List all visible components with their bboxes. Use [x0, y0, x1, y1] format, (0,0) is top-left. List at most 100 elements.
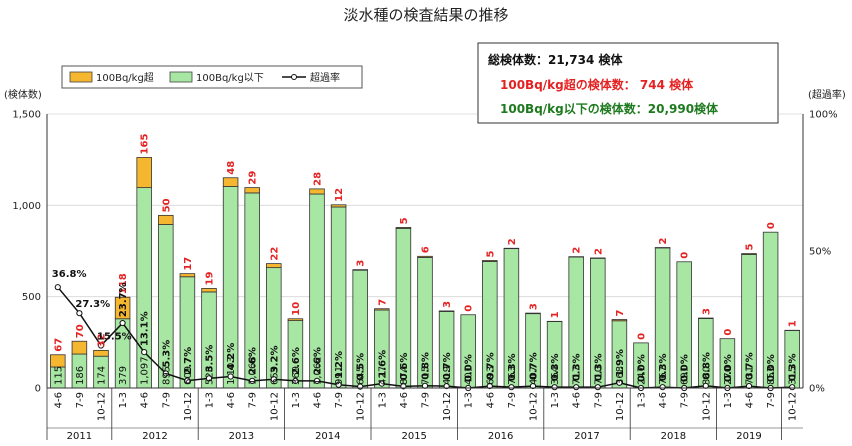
- rate-value-label: 23.7%: [118, 282, 129, 317]
- over-value-label: 48: [226, 161, 237, 175]
- under-value-label: 368: [615, 366, 626, 385]
- stat-under: 100Bq/kg以下の検体数：20,990検体: [500, 101, 719, 116]
- under-value-label: 991: [334, 366, 345, 385]
- stat-over: 100Bq/kg超の検体数： 744 検体: [500, 77, 694, 92]
- stats-box: 総検体数：21,734 検体 100Bq/kg超の検体数： 744 検体 100…: [477, 42, 779, 124]
- over-value-label: 5: [399, 217, 410, 224]
- over-value-label: 2: [593, 248, 604, 255]
- bar-over: [482, 260, 498, 262]
- under-value-label: 407: [529, 366, 540, 385]
- under-value-label: 526: [205, 366, 216, 385]
- under-value-label: 380: [701, 366, 712, 385]
- rate-value-label: 0.7%: [745, 352, 756, 380]
- under-value-label: 763: [507, 366, 518, 385]
- legend-swatch-under: [169, 71, 193, 83]
- over-value-label: 32: [97, 333, 108, 347]
- bar-over: [93, 349, 109, 357]
- over-value-label: 0: [464, 305, 475, 312]
- over-value-label: 50: [161, 198, 172, 212]
- data-labels: 1156718670174323791181,09716589550609175…: [52, 134, 799, 385]
- under-value-label: 1,062: [313, 356, 324, 385]
- stat-total: 総検体数：21,734 検体: [488, 52, 623, 67]
- x-tick-label: 10-12: [788, 392, 799, 421]
- over-value-label: 165: [140, 134, 151, 155]
- rate-value-label: 2.6%: [291, 347, 302, 375]
- over-value-label: 2: [658, 238, 669, 245]
- over-value-label: 70: [75, 324, 86, 338]
- x-tick-label: 4-6: [399, 392, 410, 408]
- x-tick-label: 7-9: [75, 392, 86, 408]
- y-axis-label-right: (超過率): [808, 88, 846, 101]
- under-value-label: 174: [97, 366, 108, 385]
- bar-over: [330, 204, 347, 208]
- over-value-label: 5: [745, 244, 756, 251]
- rate-value-label: 4.2%: [226, 343, 237, 371]
- legend-label-under: 100Bq/kg以下: [196, 73, 264, 84]
- year-label: 2014: [315, 431, 340, 442]
- bar-over: [417, 255, 433, 258]
- bar-over: [158, 214, 174, 225]
- under-value-label: 186: [75, 366, 86, 385]
- under-value-label: 853: [766, 366, 777, 385]
- under-value-label: 874: [399, 366, 410, 385]
- bar-over: [71, 340, 88, 355]
- x-tick-label: 10-12: [97, 392, 108, 421]
- over-value-label: 7: [377, 299, 388, 306]
- over-value-label: 2: [507, 238, 518, 245]
- over-value-label: 0: [723, 329, 734, 336]
- x-tick-label: 7-9: [334, 392, 345, 408]
- over-value-label: 29: [248, 171, 259, 185]
- rate-value-label: 0.3%: [550, 353, 561, 381]
- rate-value-label: 13.1%: [140, 311, 151, 346]
- bar-over: [309, 188, 325, 195]
- under-value-label: 1,103: [226, 356, 237, 385]
- y-tick-label-left: 500: [22, 292, 41, 303]
- under-value-label: 895: [161, 366, 172, 385]
- over-value-label: 5: [485, 250, 496, 257]
- rate-value-label: 0.7%: [442, 352, 453, 380]
- rate-point: [313, 377, 321, 384]
- rate-point: [184, 377, 191, 384]
- under-value-label: 369: [291, 366, 302, 385]
- rate-point: [529, 382, 537, 390]
- bar-over: [114, 296, 131, 320]
- x-tick-label: 10-12: [269, 392, 280, 421]
- x-tick-label: 7-9: [507, 392, 518, 408]
- under-value-label: 427: [377, 366, 388, 385]
- x-tick-label: 7-9: [421, 392, 432, 408]
- legend-marker-rate: [291, 74, 297, 80]
- x-tick-label: 4-6: [313, 392, 324, 408]
- over-value-label: 1: [550, 311, 561, 318]
- x-tick-label: 1-3: [291, 392, 302, 408]
- rate-value-label: 0.7%: [485, 352, 496, 380]
- bar-over: [395, 227, 412, 229]
- bar-over: [136, 157, 152, 189]
- over-value-label: 3: [529, 303, 540, 310]
- x-tick-label: 4-6: [658, 392, 669, 408]
- rate-value-label: 0.8%: [701, 352, 712, 380]
- legend-swatch-over: [69, 71, 93, 83]
- rate-value-label: 1.6%: [377, 350, 388, 378]
- bar-over: [741, 253, 757, 255]
- x-tick-label: 7-9: [766, 392, 777, 408]
- rate-value-label: 2.6%: [313, 347, 324, 375]
- year-label: 2011: [67, 431, 92, 442]
- rate-point: [162, 370, 169, 377]
- y-tick-label-right: 0%: [809, 384, 825, 395]
- rate-value-label: 0.3%: [658, 353, 669, 381]
- rate-value-label: 0.0%: [723, 354, 734, 382]
- rate-point: [76, 310, 83, 317]
- x-tick-label: 7-9: [593, 392, 604, 408]
- under-value-label: 270: [723, 366, 734, 385]
- bars: [50, 157, 800, 389]
- over-value-label: 6: [421, 246, 432, 253]
- x-tick-label: 10-12: [529, 392, 540, 421]
- x-tick-label: 10-12: [442, 392, 453, 421]
- year-label: 2018: [661, 431, 686, 442]
- over-value-label: 118: [118, 273, 129, 294]
- over-value-label: 0: [766, 222, 777, 229]
- rate-value-label: 1.2%: [334, 351, 345, 379]
- bar-over: [438, 310, 455, 312]
- rate-point: [249, 377, 256, 384]
- rate-point: [745, 382, 753, 390]
